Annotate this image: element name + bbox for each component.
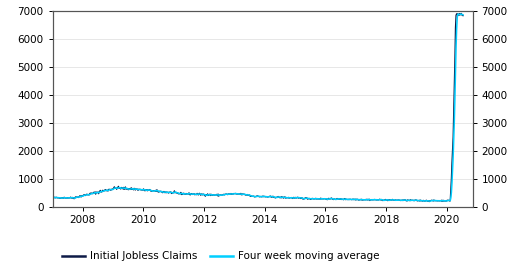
Legend: Initial Jobless Claims, Four week moving average: Initial Jobless Claims, Four week moving… (58, 247, 384, 265)
